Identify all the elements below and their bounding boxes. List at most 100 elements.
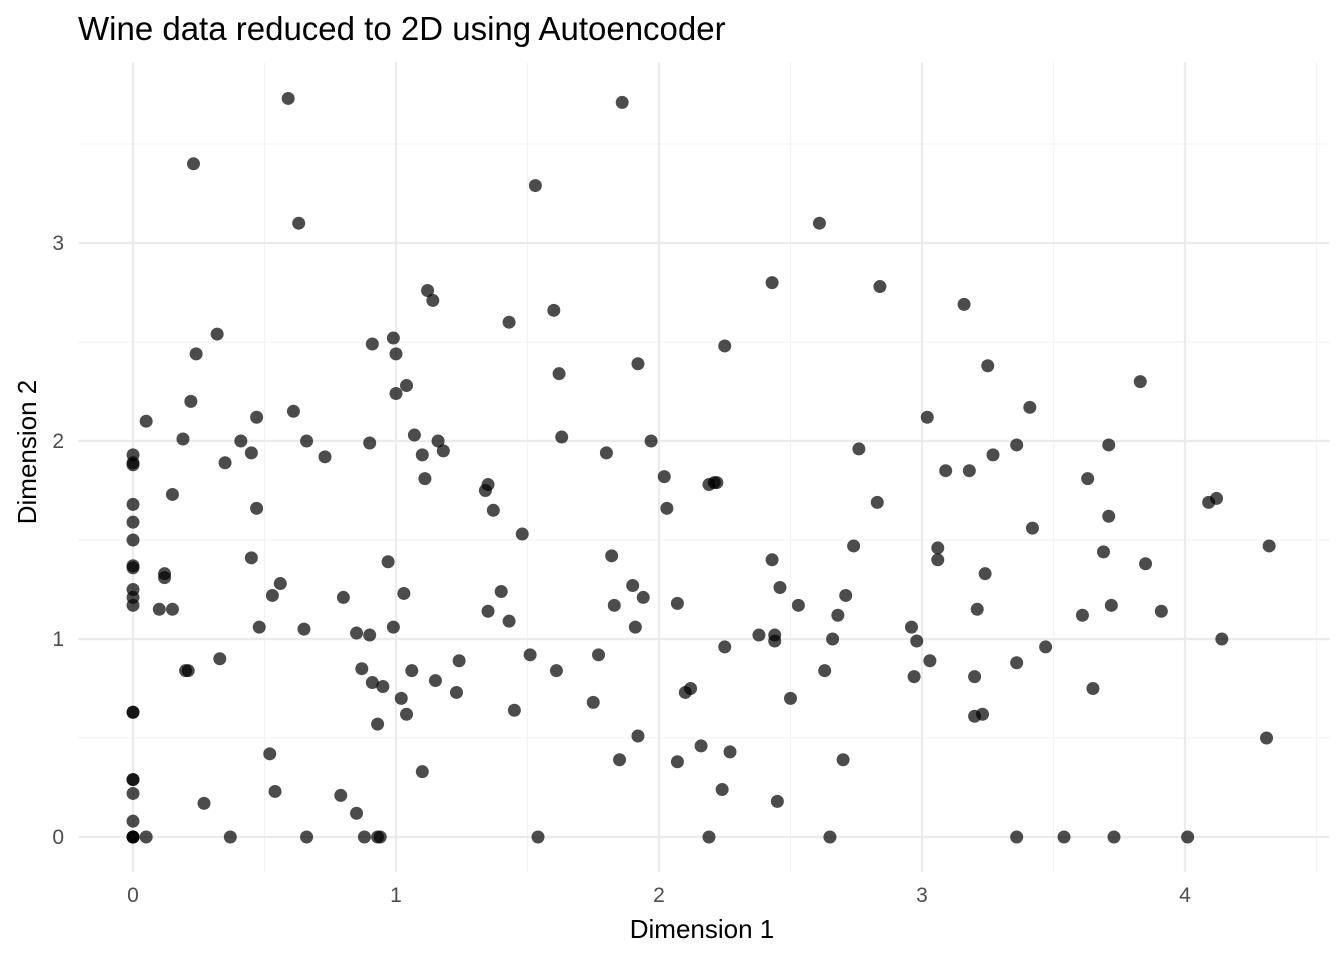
data-point [126, 814, 140, 828]
data-point [1010, 830, 1024, 844]
data-point [839, 588, 853, 602]
data-point [244, 446, 258, 460]
y-axis-title: Dimension 2 [12, 380, 42, 525]
data-point [644, 434, 658, 448]
y-tick-label: 1 [52, 628, 64, 651]
data-point [386, 331, 400, 345]
data-point [1023, 400, 1037, 414]
data-point [723, 745, 737, 759]
data-point [252, 620, 266, 634]
data-point [904, 620, 918, 634]
data-point [365, 676, 379, 690]
data-point [907, 670, 921, 684]
data-point [1096, 545, 1110, 559]
data-point [292, 216, 306, 230]
data-point [1102, 438, 1116, 452]
data-point [265, 588, 279, 602]
data-point [1139, 557, 1153, 571]
data-point [223, 830, 237, 844]
data-point [873, 280, 887, 294]
data-point [710, 476, 724, 490]
data-point [1262, 539, 1276, 553]
data-point [923, 654, 937, 668]
data-point [268, 784, 282, 798]
data-point [752, 628, 766, 642]
data-point [126, 705, 140, 719]
data-point [126, 533, 140, 547]
data-point [126, 561, 140, 575]
data-point [318, 450, 332, 464]
data-points [126, 91, 1276, 844]
data-point [523, 648, 537, 662]
data-point [1039, 640, 1053, 654]
data-point [165, 602, 179, 616]
data-point [1133, 375, 1147, 389]
data-point [355, 662, 369, 676]
data-point [286, 404, 300, 418]
data-point [400, 379, 414, 393]
data-point [847, 539, 861, 553]
data-point [631, 357, 645, 371]
data-point [1081, 472, 1095, 486]
data-point [300, 830, 314, 844]
data-point [152, 602, 166, 616]
data-point [626, 579, 640, 593]
data-point [397, 586, 411, 600]
chart-title: Wine data reduced to 2D using Autoencode… [78, 10, 726, 47]
data-point [812, 216, 826, 230]
data-point [189, 347, 203, 361]
data-point [250, 501, 264, 515]
x-tick-label: 4 [1179, 884, 1191, 907]
data-point [494, 584, 508, 598]
data-point [773, 581, 787, 595]
data-point [263, 747, 277, 761]
data-point [481, 478, 495, 492]
data-point [176, 432, 190, 446]
data-point [818, 664, 832, 678]
data-point [549, 664, 563, 678]
data-point [515, 527, 529, 541]
data-point [660, 501, 674, 515]
data-point [1010, 656, 1024, 670]
data-point [1210, 491, 1224, 505]
data-point [197, 796, 211, 810]
data-point [1107, 830, 1121, 844]
data-point [547, 303, 561, 317]
data-point [702, 830, 716, 844]
data-point [628, 620, 642, 634]
data-point [765, 276, 779, 290]
data-point [852, 442, 866, 456]
data-point [405, 664, 419, 678]
data-point [394, 691, 408, 705]
data-point [1260, 731, 1274, 745]
data-point [981, 359, 995, 373]
data-point [694, 739, 708, 753]
data-point [718, 640, 732, 654]
data-point [436, 444, 450, 458]
data-point [139, 414, 153, 428]
data-point [158, 571, 172, 585]
data-point [415, 765, 429, 779]
data-point [300, 434, 314, 448]
data-point [126, 515, 140, 529]
data-point [386, 620, 400, 634]
data-point [1102, 509, 1116, 523]
data-point [613, 753, 627, 767]
data-point [334, 788, 348, 802]
data-point [273, 577, 287, 591]
y-tick-label: 3 [52, 232, 64, 255]
data-point [684, 682, 698, 695]
data-point [421, 284, 435, 298]
data-point [1154, 604, 1168, 618]
data-point [670, 755, 684, 769]
data-point [552, 367, 566, 381]
data-point [910, 634, 924, 648]
data-point [791, 598, 805, 612]
data-point [615, 95, 629, 109]
data-point [599, 446, 613, 460]
data-point [350, 806, 364, 820]
data-point [250, 410, 264, 424]
data-point [957, 297, 971, 311]
data-point [389, 386, 403, 400]
data-point [507, 703, 521, 717]
